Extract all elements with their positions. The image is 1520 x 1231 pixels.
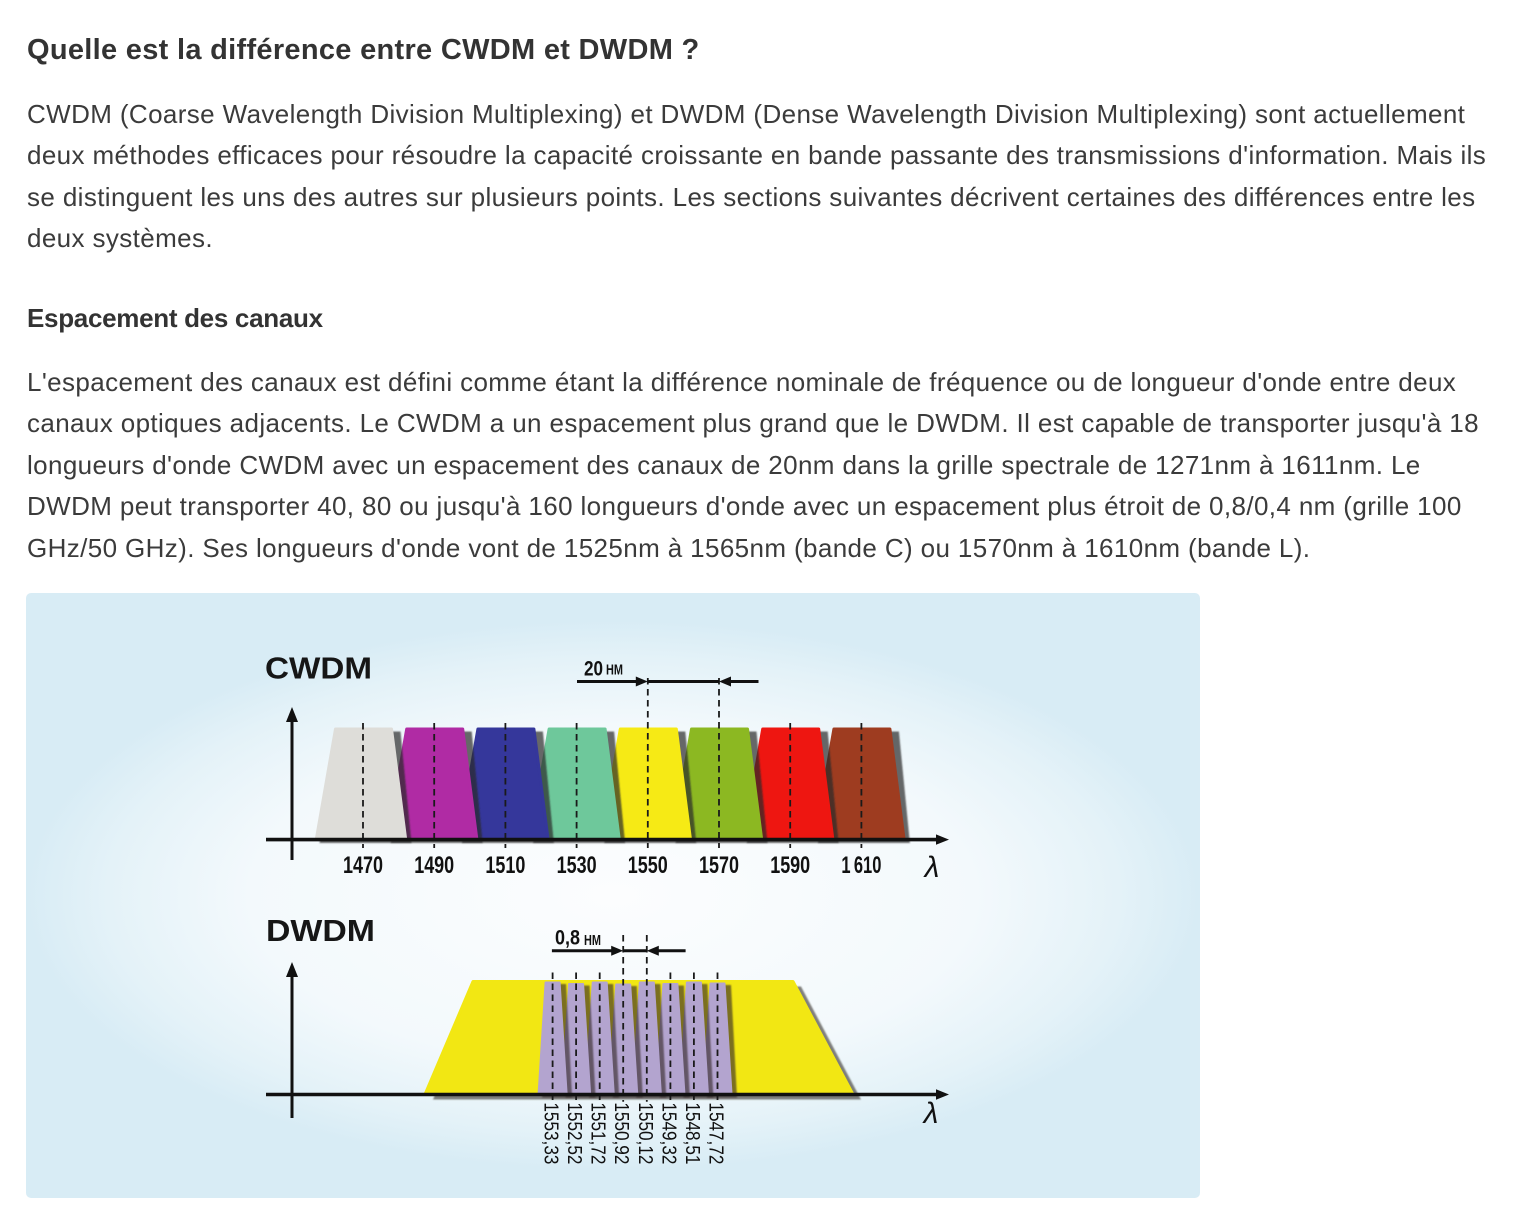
svg-text:1551,72: 1551,72 xyxy=(587,1102,609,1164)
svg-text:1548,51: 1548,51 xyxy=(681,1102,703,1164)
svg-text:1552,52: 1552,52 xyxy=(563,1102,585,1164)
svg-text:1549,32: 1549,32 xyxy=(657,1102,679,1164)
svg-text:НМ: НМ xyxy=(584,933,601,949)
svg-text:λ: λ xyxy=(922,1097,939,1130)
svg-text:1553,33: 1553,33 xyxy=(540,1102,562,1164)
svg-text:1550: 1550 xyxy=(628,852,668,879)
svg-text:λ: λ xyxy=(923,851,940,884)
svg-text:DWDM: DWDM xyxy=(266,913,375,948)
svg-text:1470: 1470 xyxy=(343,852,383,879)
svg-text:1590: 1590 xyxy=(770,852,810,879)
svg-text:1 610: 1 610 xyxy=(841,852,881,879)
svg-text:1547,72: 1547,72 xyxy=(705,1102,727,1164)
svg-text:1550,12: 1550,12 xyxy=(634,1102,656,1164)
svg-text:1490: 1490 xyxy=(414,852,454,879)
svg-text:CWDM: CWDM xyxy=(265,651,372,686)
svg-text:1570: 1570 xyxy=(699,852,739,879)
svg-text:1550,92: 1550,92 xyxy=(610,1102,632,1164)
svg-text:НМ: НМ xyxy=(606,663,623,679)
svg-text:0,8: 0,8 xyxy=(555,926,580,949)
svg-text:1510: 1510 xyxy=(485,852,525,879)
svg-text:20: 20 xyxy=(584,658,603,681)
svg-text:1530: 1530 xyxy=(557,852,597,879)
